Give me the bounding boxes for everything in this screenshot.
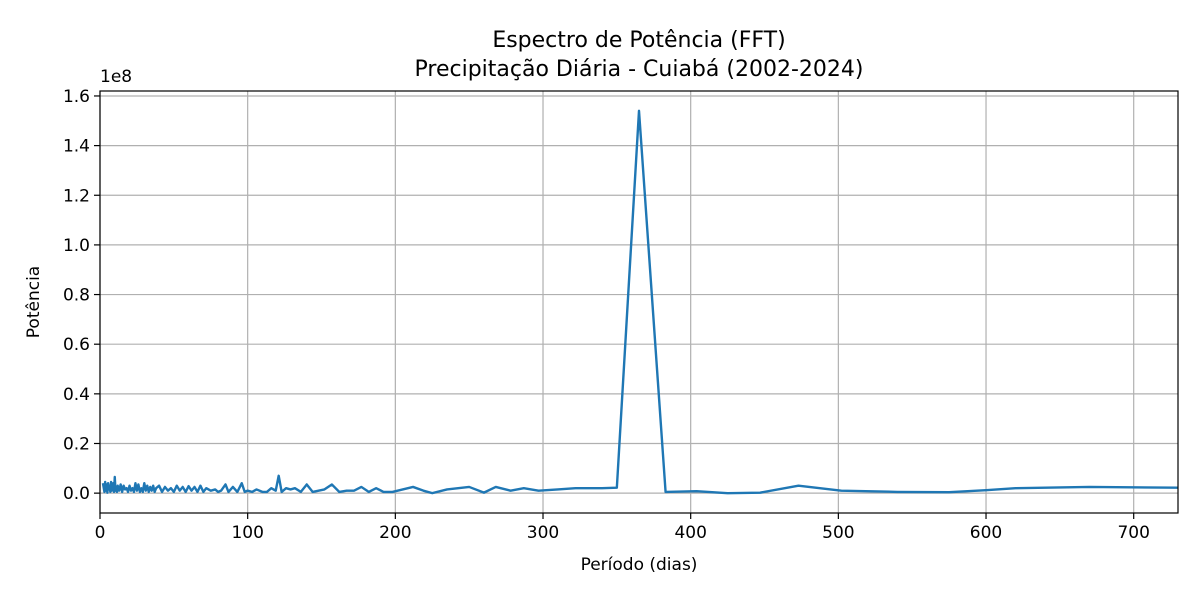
y-tick-label: 1.6: [63, 87, 90, 107]
x-tick-label: 700: [1117, 523, 1149, 543]
x-tick-label: 300: [527, 523, 559, 543]
chart-title: Espectro de Potência (FFT): [492, 28, 785, 53]
y-tick-label: 1.0: [63, 236, 90, 256]
x-axis-label: Período (dias): [581, 555, 698, 575]
x-tick-label: 600: [970, 523, 1002, 543]
x-tick-label: 400: [674, 523, 706, 543]
x-tick-label: 200: [379, 523, 411, 543]
chart-subtitle: Precipitação Diária - Cuiabá (2002-2024): [415, 57, 864, 82]
ticks: [94, 95, 1135, 519]
series-line: [101, 109, 1179, 495]
y-tick-label: 0.4: [63, 385, 90, 405]
tick-labels: 0 100 200 300 400 500 600 700 0.0 0.2 0.4 0.6 0.8 1.0…: [63, 87, 1150, 543]
y-multiplier-label: 1e8: [100, 67, 132, 87]
y-tick-label: 0.0: [63, 484, 90, 504]
y-axis-label: Potência: [24, 266, 44, 338]
x-tick-label: 500: [822, 523, 854, 543]
y-tick-label: 1.2: [63, 186, 90, 206]
series-layer: [101, 109, 1179, 495]
y-tick-label: 1.4: [63, 137, 90, 157]
grid-lines: [99, 91, 1178, 513]
y-tick-label: 0.2: [63, 434, 90, 454]
y-tick-label: 0.6: [63, 335, 90, 355]
y-tick-label: 0.8: [63, 286, 90, 306]
x-tick-label: 0: [95, 523, 106, 543]
x-tick-label: 100: [231, 523, 263, 543]
plot-frame: [99, 90, 1179, 514]
